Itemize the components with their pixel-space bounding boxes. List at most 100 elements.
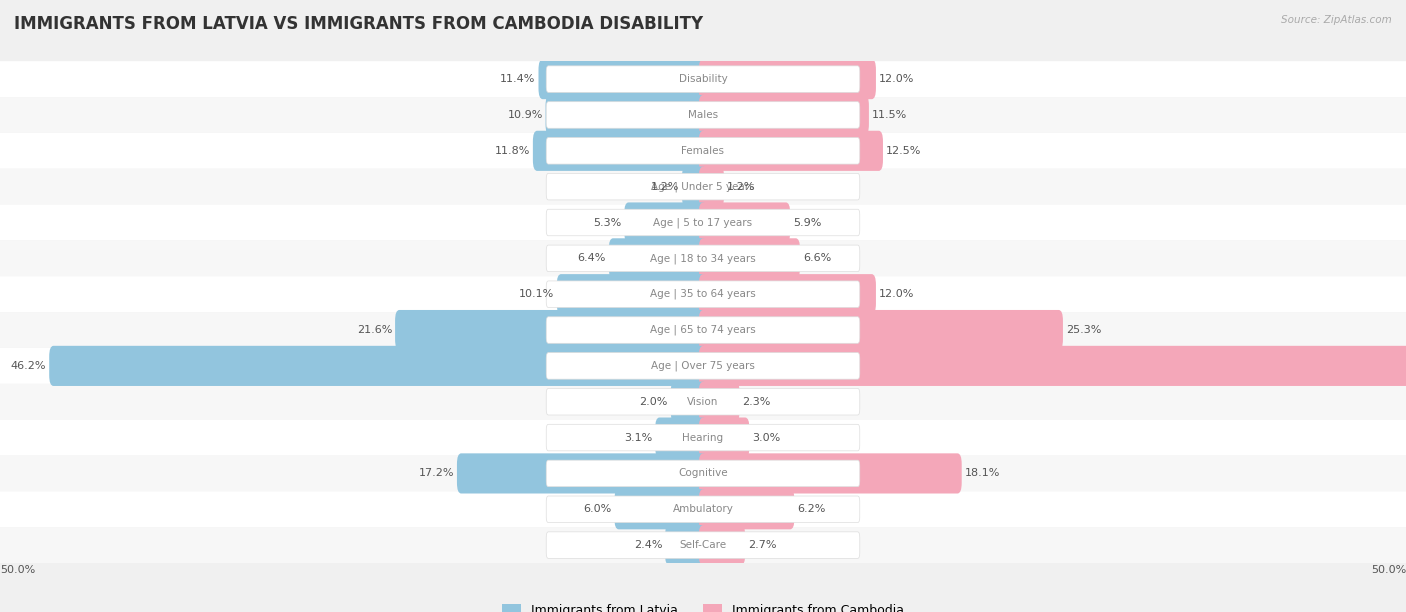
FancyBboxPatch shape: [699, 59, 876, 99]
Text: 12.5%: 12.5%: [886, 146, 921, 156]
Text: Age | Over 75 years: Age | Over 75 years: [651, 360, 755, 371]
FancyBboxPatch shape: [682, 166, 707, 207]
Text: Age | Under 5 years: Age | Under 5 years: [651, 181, 755, 192]
Text: 10.1%: 10.1%: [519, 289, 554, 299]
Text: 46.2%: 46.2%: [11, 361, 46, 371]
FancyBboxPatch shape: [538, 59, 707, 99]
FancyBboxPatch shape: [0, 455, 1406, 491]
FancyBboxPatch shape: [699, 274, 876, 315]
Text: Age | 35 to 64 years: Age | 35 to 64 years: [650, 289, 756, 299]
FancyBboxPatch shape: [0, 97, 1406, 133]
Text: 2.3%: 2.3%: [742, 397, 770, 407]
Text: 17.2%: 17.2%: [419, 468, 454, 479]
Text: 25.3%: 25.3%: [1066, 325, 1101, 335]
Text: 2.7%: 2.7%: [748, 540, 776, 550]
FancyBboxPatch shape: [546, 102, 860, 129]
FancyBboxPatch shape: [0, 241, 1406, 276]
Text: 11.8%: 11.8%: [495, 146, 530, 156]
FancyBboxPatch shape: [533, 131, 707, 171]
FancyBboxPatch shape: [0, 420, 1406, 455]
Text: 10.9%: 10.9%: [508, 110, 543, 120]
FancyBboxPatch shape: [614, 489, 707, 529]
Text: Ambulatory: Ambulatory: [672, 504, 734, 514]
FancyBboxPatch shape: [546, 496, 860, 523]
FancyBboxPatch shape: [699, 453, 962, 493]
FancyBboxPatch shape: [699, 489, 794, 529]
Text: 50.0%: 50.0%: [0, 565, 35, 575]
FancyBboxPatch shape: [699, 346, 1406, 386]
FancyBboxPatch shape: [671, 382, 707, 422]
Text: Cognitive: Cognitive: [678, 468, 728, 479]
FancyBboxPatch shape: [546, 245, 860, 272]
Text: Disability: Disability: [679, 74, 727, 84]
Text: 5.3%: 5.3%: [593, 217, 621, 228]
FancyBboxPatch shape: [699, 131, 883, 171]
Text: Males: Males: [688, 110, 718, 120]
Text: 18.1%: 18.1%: [965, 468, 1000, 479]
Text: 6.0%: 6.0%: [583, 504, 612, 514]
FancyBboxPatch shape: [0, 384, 1406, 420]
FancyBboxPatch shape: [546, 353, 860, 379]
FancyBboxPatch shape: [557, 274, 707, 315]
FancyBboxPatch shape: [665, 525, 707, 565]
FancyBboxPatch shape: [699, 417, 749, 458]
Text: 1.2%: 1.2%: [727, 182, 755, 192]
FancyBboxPatch shape: [0, 169, 1406, 204]
FancyBboxPatch shape: [699, 166, 724, 207]
FancyBboxPatch shape: [699, 310, 1063, 350]
FancyBboxPatch shape: [546, 532, 860, 558]
FancyBboxPatch shape: [0, 276, 1406, 312]
FancyBboxPatch shape: [699, 238, 800, 278]
Text: 5.9%: 5.9%: [793, 217, 821, 228]
FancyBboxPatch shape: [546, 424, 860, 451]
FancyBboxPatch shape: [0, 61, 1406, 97]
Text: 2.4%: 2.4%: [634, 540, 662, 550]
Text: Females: Females: [682, 146, 724, 156]
Text: 6.2%: 6.2%: [797, 504, 825, 514]
Text: Source: ZipAtlas.com: Source: ZipAtlas.com: [1281, 15, 1392, 25]
Text: 2.0%: 2.0%: [640, 397, 668, 407]
Text: 3.0%: 3.0%: [752, 433, 780, 442]
Legend: Immigrants from Latvia, Immigrants from Cambodia: Immigrants from Latvia, Immigrants from …: [498, 599, 908, 612]
FancyBboxPatch shape: [0, 491, 1406, 527]
FancyBboxPatch shape: [624, 203, 707, 242]
Text: Self-Care: Self-Care: [679, 540, 727, 550]
Text: IMMIGRANTS FROM LATVIA VS IMMIGRANTS FROM CAMBODIA DISABILITY: IMMIGRANTS FROM LATVIA VS IMMIGRANTS FRO…: [14, 15, 703, 33]
Text: 21.6%: 21.6%: [357, 325, 392, 335]
Text: 50.0%: 50.0%: [1371, 565, 1406, 575]
Text: 11.4%: 11.4%: [501, 74, 536, 84]
FancyBboxPatch shape: [546, 281, 860, 307]
Text: Vision: Vision: [688, 397, 718, 407]
Text: 6.6%: 6.6%: [803, 253, 831, 263]
FancyBboxPatch shape: [699, 95, 869, 135]
Text: Hearing: Hearing: [682, 433, 724, 442]
FancyBboxPatch shape: [546, 317, 860, 343]
Text: 6.4%: 6.4%: [578, 253, 606, 263]
Text: Age | 18 to 34 years: Age | 18 to 34 years: [650, 253, 756, 264]
FancyBboxPatch shape: [546, 95, 707, 135]
FancyBboxPatch shape: [0, 204, 1406, 241]
FancyBboxPatch shape: [655, 417, 707, 458]
FancyBboxPatch shape: [546, 138, 860, 164]
FancyBboxPatch shape: [546, 389, 860, 415]
FancyBboxPatch shape: [49, 346, 707, 386]
Text: 3.1%: 3.1%: [624, 433, 652, 442]
Text: Age | 65 to 74 years: Age | 65 to 74 years: [650, 325, 756, 335]
FancyBboxPatch shape: [546, 209, 860, 236]
FancyBboxPatch shape: [0, 348, 1406, 384]
Text: 12.0%: 12.0%: [879, 289, 914, 299]
FancyBboxPatch shape: [546, 460, 860, 487]
FancyBboxPatch shape: [546, 173, 860, 200]
FancyBboxPatch shape: [0, 527, 1406, 563]
FancyBboxPatch shape: [457, 453, 707, 493]
FancyBboxPatch shape: [699, 525, 745, 565]
FancyBboxPatch shape: [546, 66, 860, 92]
FancyBboxPatch shape: [609, 238, 707, 278]
FancyBboxPatch shape: [699, 203, 790, 242]
FancyBboxPatch shape: [0, 312, 1406, 348]
FancyBboxPatch shape: [0, 133, 1406, 169]
Text: 12.0%: 12.0%: [879, 74, 914, 84]
Text: 1.2%: 1.2%: [651, 182, 679, 192]
Text: 11.5%: 11.5%: [872, 110, 907, 120]
Text: Age | 5 to 17 years: Age | 5 to 17 years: [654, 217, 752, 228]
